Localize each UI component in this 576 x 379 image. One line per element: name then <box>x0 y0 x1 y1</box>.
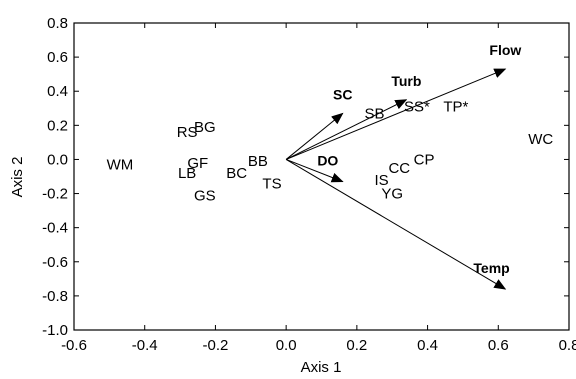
point-label: IS <box>375 172 389 189</box>
vector-arrow-flow <box>285 68 507 160</box>
vector-arrows: SC Turb Flow DO Temp <box>285 42 521 290</box>
vector-label-sc: SC <box>333 86 352 102</box>
point-label: GF <box>187 155 208 172</box>
point-label: BG <box>194 119 216 136</box>
x-tick-label: 0.0 <box>276 337 297 354</box>
point-label: TS <box>262 175 281 192</box>
point-label: RS <box>177 124 198 141</box>
vector-arrow-sc <box>285 112 344 160</box>
x-tick-label: 0.6 <box>488 337 509 354</box>
point-label: GS <box>194 187 216 204</box>
point-label: SB <box>365 105 385 122</box>
y-tick-label: 0.6 <box>47 49 68 66</box>
point-label: BC <box>226 165 247 182</box>
vector-label-turb: Turb <box>391 73 421 89</box>
vector-label-temp: Temp <box>473 260 509 276</box>
y-tick-label: 0.4 <box>47 83 68 100</box>
y-tick-label: 0.2 <box>47 117 68 134</box>
point-label: WC <box>528 131 553 148</box>
x-tick-label: 0.2 <box>346 337 367 354</box>
point-label: CC <box>388 160 410 177</box>
plot-frame <box>73 22 570 331</box>
x-tick-label: 0.4 <box>417 337 438 354</box>
vector-label-flow: Flow <box>489 42 521 58</box>
y-tick-label: -0.2 <box>42 186 68 203</box>
y-tick-label: -0.6 <box>42 254 68 271</box>
vector-arrow-turb <box>285 99 408 160</box>
x-tick-label: -0.4 <box>132 337 158 354</box>
vector-arrow-temp <box>285 159 507 290</box>
x-axis-title: Axis 1 <box>301 359 342 376</box>
point-label: YG <box>381 186 403 203</box>
x-axis-ticks: -0.6 -0.4 -0.2 0.0 0.2 0.4 0.6 0.8 <box>61 23 576 354</box>
y-axis-ticks: -1.0 -0.8 -0.6 -0.4 -0.2 0.0 0.2 0.4 0.6 0.8 <box>42 15 569 339</box>
y-tick-label: -0.8 <box>42 288 68 305</box>
point-label: CP <box>414 151 435 168</box>
x-tick-label: -0.6 <box>61 337 87 354</box>
vector-label-do: DO <box>317 153 338 169</box>
point-label: SS* <box>404 99 430 116</box>
y-tick-label: -1.0 <box>42 322 68 339</box>
vector-arrow-do <box>285 158 344 183</box>
point-label: BB <box>248 153 268 170</box>
y-tick-label: -0.4 <box>42 220 68 237</box>
y-axis-title: Axis 2 <box>9 157 26 198</box>
point-label: TP* <box>443 99 468 116</box>
y-tick-label: 0.0 <box>47 151 68 168</box>
point-label: LB <box>178 165 196 182</box>
y-tick-label: 0.8 <box>47 15 68 32</box>
point-label: WM <box>107 157 134 174</box>
x-tick-label: 0.8 <box>559 337 576 354</box>
x-tick-label: -0.2 <box>202 337 228 354</box>
